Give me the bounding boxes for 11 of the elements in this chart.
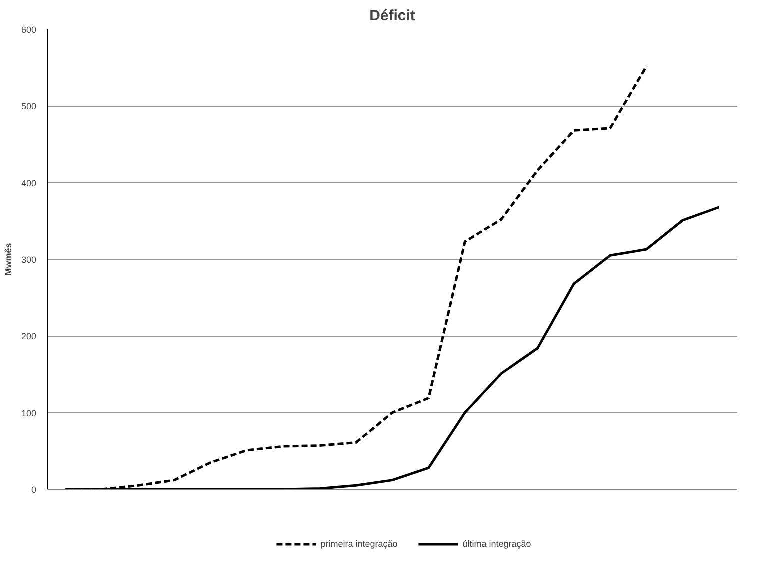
- legend-label: primeira integração: [320, 539, 398, 549]
- y-tick-label: 100: [21, 408, 37, 418]
- y-tick-label: 500: [21, 102, 37, 112]
- y-tick-label: 300: [21, 255, 37, 265]
- y-tick-label: 400: [21, 178, 37, 188]
- y-tick-label: 0: [31, 485, 37, 495]
- y-tick-label: 600: [21, 25, 37, 35]
- legend-label: última integração: [462, 539, 532, 549]
- y-tick-label: 200: [21, 332, 37, 342]
- chart-title: Déficit: [370, 8, 416, 24]
- y-axis-title: Mwmês: [3, 243, 14, 276]
